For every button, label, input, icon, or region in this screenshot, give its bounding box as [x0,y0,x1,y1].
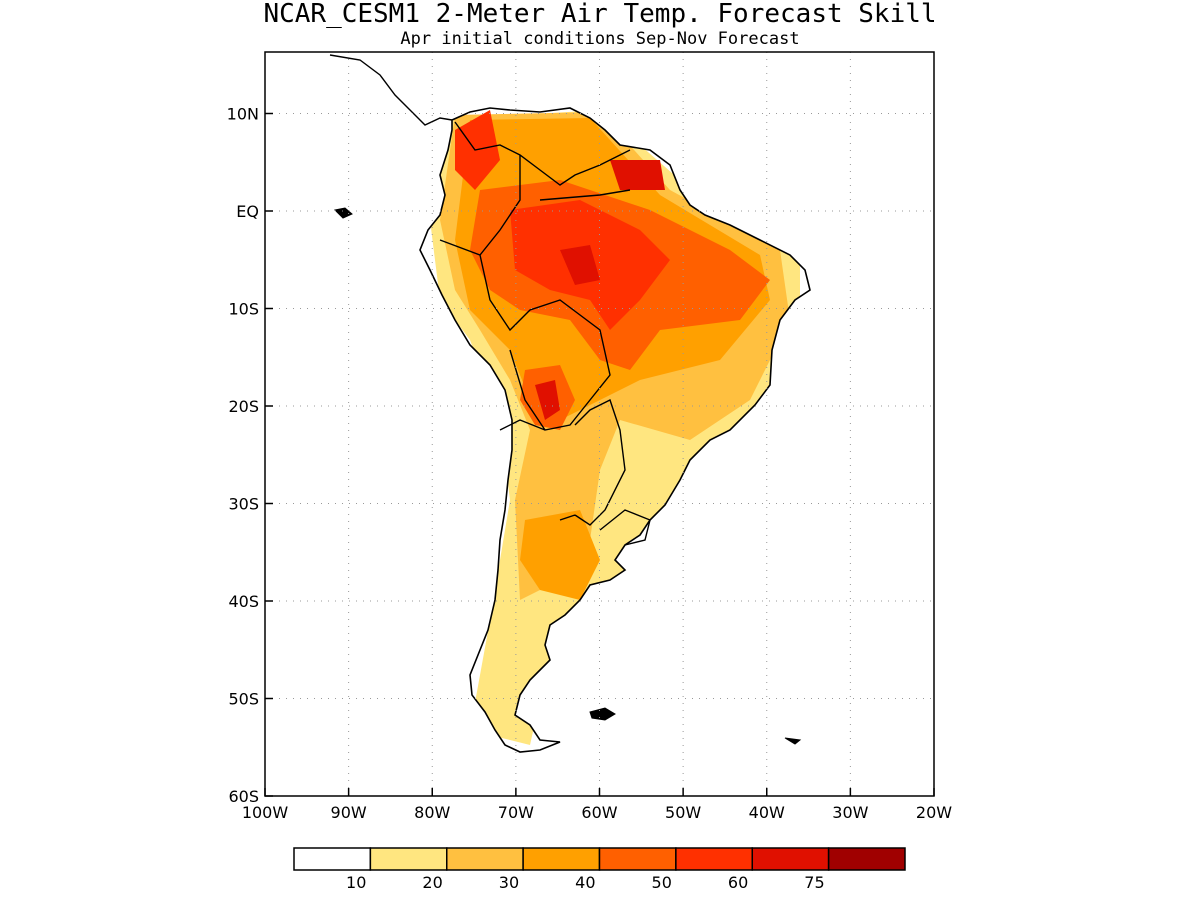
lon-tick-label: 100W [242,803,289,822]
lon-tick-label: 80W [414,803,450,822]
lon-tick-label: 20W [916,803,952,822]
colorbar-swatch [827,847,906,871]
lon-tick-label: 90W [331,803,367,822]
plot-area [265,52,934,796]
colorbar-swatch [751,847,830,871]
latitude-axis: 10N EQ 10S 20S 30S 40S 50S 60S [227,105,273,806]
falkland-islands [589,707,616,721]
colorbar-label: 40 [575,873,595,892]
colorbar-label: 30 [499,873,519,892]
shade-level-60-bolivia [535,380,560,420]
longitude-axis: 100W 90W 80W 70W 60W 50W 40W 30W 20W [242,788,952,822]
shade-level-60 [610,160,665,190]
shade-level-60-amazon [560,245,600,285]
central-america-coastline [329,54,453,126]
lon-tick-label: 30W [832,803,868,822]
skill-shading [430,110,800,745]
lat-tick-label: 10S [228,300,259,319]
lat-tick-label: 30S [228,495,259,514]
colorbar-label: 75 [804,873,824,892]
lat-tick-label: EQ [236,202,259,221]
colorbar-swatch [675,847,753,871]
map-subtitle: Apr initial conditions Sep-Nov Forecast [400,29,799,49]
lat-tick-label: 20S [228,397,259,416]
country-borders [439,121,651,546]
map-title: NCAR_CESM1 2-Meter Air Temp. Forecast Sk… [263,0,936,29]
colorbar-swatch [293,847,372,871]
lat-tick-label: 60S [228,787,259,806]
lat-tick-label: 10N [227,105,259,124]
colorbar-label: 20 [422,873,442,892]
colorbar-swatch [369,847,448,871]
colorbar: 10 20 30 40 50 60 75 [293,847,906,892]
colorbar-swatch [446,847,524,871]
galapagos-islands [333,207,353,219]
lon-tick-label: 70W [498,803,534,822]
colorbar-swatch [522,847,601,871]
colorbar-label: 50 [652,873,672,892]
south-america-coastline [419,107,811,753]
colorbar-label: 60 [728,873,748,892]
shade-level-30-south [520,510,600,600]
south-georgia-island [784,737,802,745]
colorbar-label: 10 [346,873,366,892]
lon-tick-label: 40W [749,803,785,822]
lat-tick-label: 50S [228,690,259,709]
lon-tick-label: 60W [581,803,617,822]
grid-lines [265,52,934,796]
lat-tick-label: 40S [228,592,259,611]
colorbar-swatch [598,847,677,871]
lon-tick-label: 50W [665,803,701,822]
